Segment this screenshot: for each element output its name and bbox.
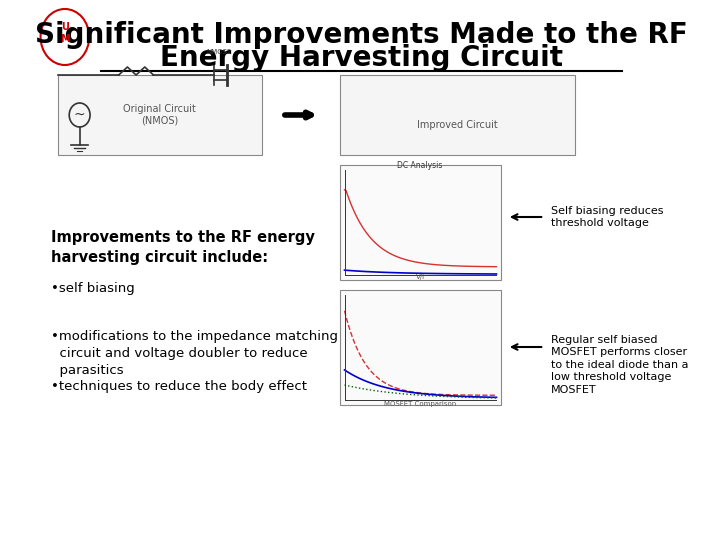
Bar	[340, 165, 501, 280]
Bar	[58, 75, 262, 155]
Text: ~: ~	[74, 108, 86, 122]
Text: Self biasing reduces
threshold voltage: Self biasing reduces threshold voltage	[552, 206, 664, 228]
Text: •techniques to reduce the body effect: •techniques to reduce the body effect	[51, 380, 307, 393]
Text: Significant Improvements Made to the RF: Significant Improvements Made to the RF	[35, 21, 688, 49]
Text: Energy Harvesting Circuit: Energy Harvesting Circuit	[161, 44, 563, 72]
Text: •self biasing: •self biasing	[51, 282, 135, 295]
Text: Original Circuit
(NMOS): Original Circuit (NMOS)	[123, 104, 196, 126]
Text: Regular self biased
MOSFET performs closer
to the ideal diode than a
low thresho: Regular self biased MOSFET performs clos…	[552, 335, 688, 395]
Text: MOSFET Comparison: MOSFET Comparison	[384, 401, 456, 407]
Text: Improved Circuit: Improved Circuit	[417, 120, 498, 130]
Text: NMOS2: NMOS2	[206, 49, 231, 55]
Text: U
M: U M	[60, 22, 70, 44]
Bar	[340, 75, 575, 155]
Text: DC Analysis: DC Analysis	[397, 160, 443, 170]
Bar	[340, 290, 501, 405]
Text: Improvements to the RF energy
harvesting circuit include:: Improvements to the RF energy harvesting…	[51, 230, 315, 265]
Text: •modifications to the impedance matching
  circuit and voltage doubler to reduce: •modifications to the impedance matching…	[51, 330, 338, 377]
Text: V/I: V/I	[415, 274, 425, 280]
